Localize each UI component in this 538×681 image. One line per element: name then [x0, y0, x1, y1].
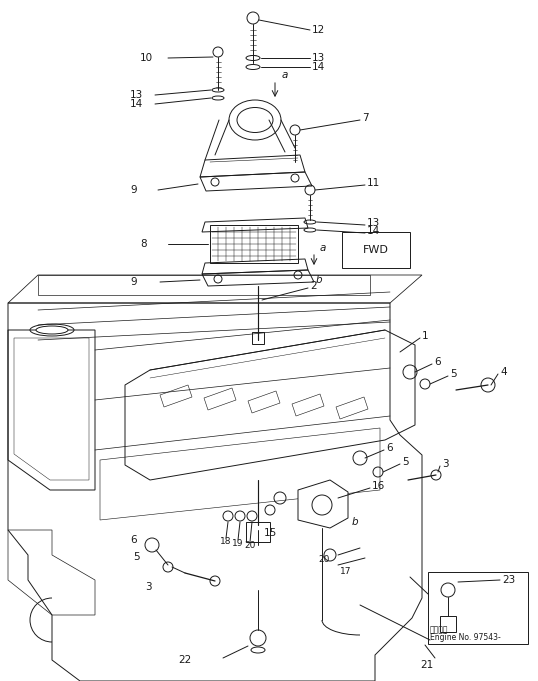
Text: 22: 22: [178, 655, 191, 665]
Text: 8: 8: [140, 239, 147, 249]
Text: 17: 17: [340, 567, 351, 577]
Text: 5: 5: [450, 369, 457, 379]
Bar: [252, 332, 264, 344]
Text: 9: 9: [130, 185, 137, 195]
Text: a: a: [320, 243, 327, 253]
Bar: [246, 522, 270, 542]
Text: 16: 16: [372, 481, 385, 491]
Bar: [342, 232, 410, 268]
Text: 6: 6: [386, 443, 393, 453]
Text: 3: 3: [442, 459, 449, 469]
Text: 13: 13: [312, 53, 325, 63]
Bar: [210, 225, 298, 263]
Text: 20: 20: [318, 556, 329, 565]
Text: 6: 6: [130, 535, 137, 545]
Text: 1: 1: [422, 331, 429, 341]
Text: 3: 3: [145, 582, 152, 592]
Circle shape: [250, 630, 266, 646]
Text: 14: 14: [130, 99, 143, 109]
Text: 7: 7: [362, 113, 369, 123]
Text: 13: 13: [367, 218, 380, 228]
Text: Engine No. 97543-: Engine No. 97543-: [430, 633, 501, 642]
Bar: [428, 572, 528, 644]
Text: 15: 15: [264, 528, 277, 538]
Text: 11: 11: [367, 178, 380, 188]
Text: FWD: FWD: [363, 245, 389, 255]
Text: 9: 9: [130, 277, 137, 287]
Text: 19: 19: [232, 539, 244, 548]
Text: b: b: [316, 275, 323, 285]
Text: 13: 13: [130, 90, 143, 100]
Text: 2: 2: [310, 281, 317, 291]
Text: 5: 5: [402, 457, 409, 467]
Text: 20: 20: [244, 541, 256, 550]
Text: 12: 12: [312, 25, 325, 35]
Text: 23: 23: [502, 575, 515, 585]
Text: 10: 10: [140, 53, 153, 63]
Text: b: b: [352, 517, 359, 527]
Text: 18: 18: [220, 537, 231, 546]
Text: 21: 21: [420, 660, 433, 670]
Bar: [440, 616, 456, 632]
Text: 5: 5: [133, 552, 140, 562]
Text: 4: 4: [500, 367, 507, 377]
Ellipse shape: [36, 326, 68, 334]
Text: 6: 6: [434, 357, 441, 367]
Text: a: a: [282, 70, 288, 80]
Text: 適用号機: 適用号機: [430, 626, 449, 635]
Polygon shape: [298, 480, 348, 528]
Text: 14: 14: [312, 62, 325, 72]
Text: 14: 14: [367, 226, 380, 236]
